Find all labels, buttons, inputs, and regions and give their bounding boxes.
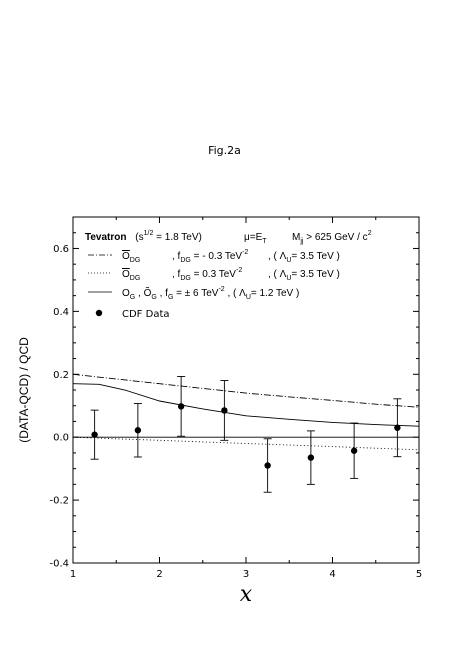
legend-3-coupling-value: = ± 6 TeV — [173, 288, 218, 299]
legend-entry-2: ODG , fDG = 0.3 TeV-2 , ( ΛU= 3.5 TeV ) — [122, 264, 340, 283]
legend-3-coupling: , f — [157, 288, 168, 299]
legend-3-op-sub: G — [130, 294, 135, 301]
header-scale-sub: T — [262, 238, 267, 245]
legend-1-exp: -2 — [242, 249, 248, 256]
data-point — [394, 424, 401, 431]
y-axis-label: (DATA-QCD) / QCD — [17, 337, 31, 443]
header-sqrt-s-exp: 1/2 — [144, 230, 154, 237]
y-tick-label: -0.2 — [49, 496, 69, 507]
legend-entry-1: ODG , fDG = - 0.3 TeV-2 , ( ΛU= 3.5 TeV … — [122, 246, 340, 265]
y-tick-label: -0.4 — [49, 559, 69, 570]
header-mass-cut-value: > 625 GeV / c — [303, 232, 367, 243]
data-point — [134, 427, 142, 434]
legend: ODG , fDG = - 0.3 TeV-2 , ( ΛU= 3.5 TeV … — [88, 246, 340, 320]
legend-2-coupling-value: = 0.3 TeV — [191, 269, 236, 280]
legend-2-coupling: , f — [172, 269, 181, 280]
header-mass-cut-sub: jj — [299, 238, 304, 245]
legend-3-op2: , Õ — [135, 286, 151, 299]
legend-1-lambda: , ( Λ — [268, 251, 287, 262]
legend-1-op: O — [122, 251, 130, 262]
data-point — [264, 462, 271, 469]
x-tick-label: 5 — [416, 569, 422, 580]
legend-1-op-sub: DG — [130, 257, 141, 264]
legend-2-lambda-sub: U — [286, 275, 291, 282]
header-scale: μ=E — [244, 232, 263, 243]
header-sqrt-s-value: = 1.8 TeV) — [153, 232, 201, 243]
legend-1-lambda-sub: U — [286, 257, 291, 264]
legend-3-op: O — [122, 288, 130, 299]
figure-label: Fig.2a — [208, 144, 241, 157]
data-points — [90, 376, 402, 493]
y-tick-label: 0.6 — [53, 244, 69, 255]
y-tick-label: 0.0 — [53, 433, 69, 444]
legend-3-lambda-sub: U — [246, 294, 251, 301]
legend-1-coupling-value: = - 0.3 TeV — [191, 251, 243, 262]
series-line-dashdot — [72, 373, 420, 408]
legend-3-exp: -2 — [218, 286, 224, 293]
legend-swatch-data-point — [95, 309, 103, 317]
legend-3-op2-sub: G — [151, 294, 156, 301]
legend-3-lambda-value: = 1.2 TeV ) — [251, 288, 299, 299]
legend-2-lambda: , ( Λ — [268, 269, 287, 280]
data-point — [307, 454, 315, 461]
x-tick-label: 3 — [243, 569, 249, 580]
legend-2-op: O — [122, 269, 130, 280]
legend-entry-3: OG , ÕG , fG = ± 6 TeV-2 , ( ΛU= 1.2 TeV… — [122, 286, 299, 301]
legend-2-coupling-sub: DG — [180, 275, 191, 282]
legend-2-exp: -2 — [236, 267, 242, 274]
axis-ticks: 1 2 3 4 5 -0.4 -0.2 0.0 0.2 0.4 0.6 — [49, 216, 422, 580]
series-line-dotted — [72, 436, 420, 451]
data-point — [91, 431, 98, 438]
legend-entry-data: CDF Data — [122, 309, 170, 320]
y-tick-label: 0.4 — [53, 307, 69, 318]
legend-2-op-sub: DG — [130, 275, 141, 282]
data-point — [221, 407, 228, 414]
series-lines — [72, 373, 420, 451]
data-point — [350, 447, 358, 454]
x-tick-label: 2 — [156, 569, 162, 580]
header-experiment: Tevatron — [85, 232, 127, 243]
series-line-solid — [72, 383, 420, 427]
header-sqrt-s: (s — [135, 232, 143, 243]
legend-3-lambda: , ( Λ — [225, 288, 246, 299]
y-tick-label: 0.2 — [53, 370, 69, 381]
x-tick-label: 1 — [70, 569, 76, 580]
legend-3-coupling-sub: G — [168, 294, 173, 301]
legend-1-coupling: , f — [172, 251, 181, 262]
header-mass-cut-exp: 2 — [368, 230, 372, 237]
legend-1-lambda-value: = 3.5 TeV ) — [291, 251, 339, 262]
x-axis-label: x — [240, 582, 253, 607]
legend-2-lambda-value: = 3.5 TeV ) — [291, 269, 339, 280]
header-line: Tevatron (s1/2 = 1.8 TeV) μ=ET Mjj > 625… — [85, 230, 372, 246]
header-mass-cut: M — [292, 232, 300, 243]
x-tick-label: 4 — [329, 569, 335, 580]
legend-1-coupling-sub: DG — [180, 257, 191, 264]
data-point — [177, 403, 185, 410]
